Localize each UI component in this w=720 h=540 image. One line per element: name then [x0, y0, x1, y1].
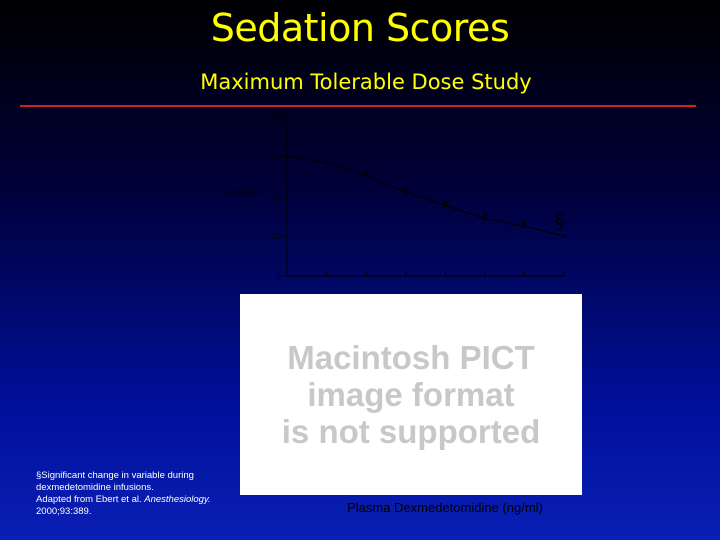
series-line — [286, 155, 565, 237]
y-tick-label: 25 — [272, 112, 281, 121]
data-point — [404, 190, 408, 194]
title-divider — [20, 105, 696, 107]
significance-marker: § — [555, 209, 565, 233]
pict-placeholder-text: Macintosh PICT image format is not suppo… — [281, 339, 541, 450]
y-tick-label: 10 — [272, 232, 281, 241]
slide-subtitle: Maximum Tolerable Dose Study — [200, 70, 532, 94]
data-point — [325, 160, 329, 164]
footnote-journal: Anesthesiology. — [144, 494, 211, 505]
footnote-significance: §Significant change in variable during d… — [36, 470, 194, 493]
y-axis-label: OAA/S — [227, 188, 258, 199]
pict-placeholder-image: Macintosh PICT image format is not suppo… — [240, 294, 582, 495]
footnote: §Significant change in variable during d… — [36, 470, 236, 518]
slide-title: Sedation Scores — [210, 6, 510, 50]
data-point — [523, 224, 527, 228]
data-point — [285, 154, 289, 158]
footnote-citation: 2000;93:389. — [36, 506, 92, 517]
y-tick-label: 5 — [277, 272, 282, 281]
x-axis-label: Plasma Dexmedetomidine (ng/ml) — [347, 500, 543, 515]
footnote-source: Adapted from Ebert et al. — [36, 494, 145, 505]
data-point — [443, 204, 447, 208]
data-point — [483, 216, 487, 220]
data-point — [364, 174, 368, 178]
y-tick-label: 20 — [272, 152, 281, 161]
data-point — [562, 234, 566, 238]
y-tick-label: 15 — [272, 192, 281, 201]
